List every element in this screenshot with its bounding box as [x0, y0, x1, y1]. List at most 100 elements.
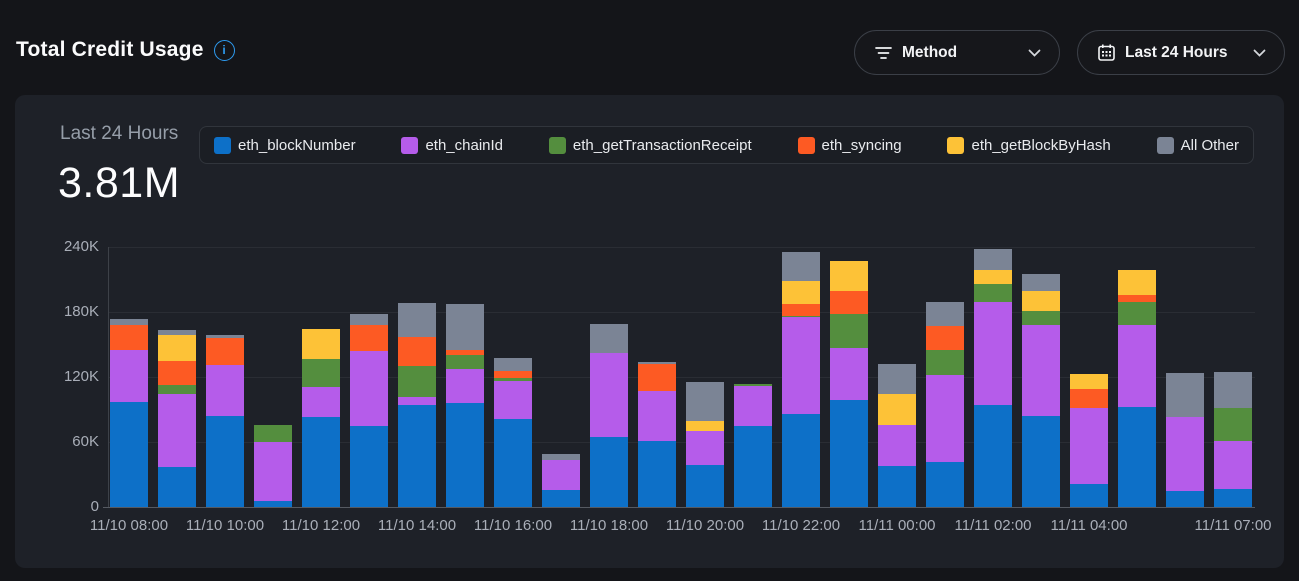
bar-segment-eth-blocknumber[interactable]: [1070, 484, 1108, 507]
bar-segment-all-other[interactable]: [782, 252, 820, 281]
bar-segment-all-other[interactable]: [158, 330, 196, 335]
bar-segment-eth-chainid[interactable]: [350, 351, 388, 426]
bar-segment-eth-blocknumber[interactable]: [398, 405, 436, 507]
bar-segment-eth-blocknumber[interactable]: [734, 425, 772, 507]
bar-segment-eth-blocknumber[interactable]: [158, 466, 196, 507]
bar-segment-all-other[interactable]: [398, 303, 436, 337]
bar-segment-all-other[interactable]: [350, 314, 388, 325]
bar-segment-all-other[interactable]: [1214, 371, 1252, 409]
bar-segment-all-other[interactable]: [542, 453, 580, 461]
bar-segment-eth-syncing[interactable]: [926, 326, 964, 350]
bar-segment-all-other[interactable]: [446, 304, 484, 350]
bar-segment-eth-chainid[interactable]: [830, 347, 868, 400]
bar-segment-eth-blocknumber[interactable]: [494, 419, 532, 507]
bar-segment-eth-getblockbyhash[interactable]: [158, 334, 196, 361]
chart-bar-4[interactable]: [302, 329, 340, 507]
bar-segment-eth-chainid[interactable]: [878, 424, 916, 466]
bar-segment-eth-blocknumber[interactable]: [1214, 488, 1252, 507]
bar-segment-eth-blocknumber[interactable]: [590, 436, 628, 507]
bar-segment-eth-chainid[interactable]: [158, 394, 196, 467]
chart-bar-7[interactable]: [446, 304, 484, 507]
bar-segment-eth-chainid[interactable]: [590, 353, 628, 437]
bar-segment-eth-getblockbyhash[interactable]: [1022, 291, 1060, 311]
bar-segment-all-other[interactable]: [206, 334, 244, 338]
bar-segment-eth-chainid[interactable]: [542, 460, 580, 490]
bar-segment-eth-chainid[interactable]: [734, 385, 772, 426]
bar-segment-eth-chainid[interactable]: [926, 374, 964, 462]
bar-segment-eth-gettransactionreceipt[interactable]: [158, 384, 196, 395]
bar-segment-eth-gettransactionreceipt[interactable]: [1214, 408, 1252, 441]
chart-bar-0[interactable]: [110, 318, 148, 507]
chart-bar-17[interactable]: [926, 302, 964, 507]
bar-segment-eth-blocknumber[interactable]: [542, 489, 580, 507]
bar-segment-eth-blocknumber[interactable]: [926, 461, 964, 507]
bar-segment-eth-getblockbyhash[interactable]: [1070, 373, 1108, 389]
bar-segment-eth-getblockbyhash[interactable]: [302, 329, 340, 359]
chart-bar-10[interactable]: [590, 323, 628, 507]
bar-segment-eth-gettransactionreceipt[interactable]: [734, 383, 772, 386]
bar-segment-all-other[interactable]: [1022, 274, 1060, 292]
bar-segment-all-other[interactable]: [590, 323, 628, 354]
bar-segment-eth-chainid[interactable]: [974, 302, 1012, 406]
bar-segment-eth-syncing[interactable]: [782, 304, 820, 317]
bar-segment-eth-getblockbyhash[interactable]: [686, 421, 724, 432]
bar-segment-eth-gettransactionreceipt[interactable]: [1022, 310, 1060, 325]
chart-bar-8[interactable]: [494, 357, 532, 507]
bar-segment-eth-chainid[interactable]: [1118, 325, 1156, 408]
bar-segment-eth-getblockbyhash[interactable]: [974, 269, 1012, 284]
legend-item-all-other[interactable]: All Other: [1156, 136, 1239, 154]
bar-segment-eth-blocknumber[interactable]: [446, 403, 484, 507]
bar-segment-eth-gettransactionreceipt[interactable]: [494, 378, 532, 382]
bar-segment-eth-chainid[interactable]: [638, 391, 676, 441]
bar-segment-eth-blocknumber[interactable]: [782, 413, 820, 507]
bar-segment-eth-getblockbyhash[interactable]: [830, 261, 868, 292]
chart-bar-13[interactable]: [734, 383, 772, 507]
bar-segment-eth-gettransactionreceipt[interactable]: [302, 358, 340, 387]
bar-segment-eth-blocknumber[interactable]: [830, 399, 868, 507]
time-range-dropdown[interactable]: Last 24 Hours: [1077, 30, 1285, 75]
bar-segment-all-other[interactable]: [494, 357, 532, 371]
bar-segment-all-other[interactable]: [110, 318, 148, 325]
bar-segment-eth-blocknumber[interactable]: [1166, 490, 1204, 507]
bar-segment-eth-chainid[interactable]: [302, 386, 340, 418]
bar-segment-eth-chainid[interactable]: [1070, 408, 1108, 485]
bar-segment-eth-chainid[interactable]: [494, 381, 532, 420]
bar-segment-eth-syncing[interactable]: [398, 336, 436, 367]
chart-bar-15[interactable]: [830, 261, 868, 507]
bar-segment-eth-gettransactionreceipt[interactable]: [926, 349, 964, 375]
chart-bar-9[interactable]: [542, 453, 580, 507]
bar-segment-eth-blocknumber[interactable]: [302, 417, 340, 507]
legend-item-eth-gettransactionreceipt[interactable]: eth_getTransactionReceipt: [548, 136, 752, 154]
bar-segment-eth-chainid[interactable]: [1166, 417, 1204, 491]
chart-bar-2[interactable]: [206, 334, 244, 507]
bar-segment-all-other[interactable]: [686, 382, 724, 422]
legend-item-eth-blocknumber[interactable]: eth_blockNumber: [214, 136, 356, 154]
bar-segment-eth-syncing[interactable]: [206, 338, 244, 366]
chart-bar-22[interactable]: [1166, 372, 1204, 507]
bar-segment-eth-syncing[interactable]: [1118, 294, 1156, 303]
bar-segment-eth-syncing[interactable]: [350, 325, 388, 351]
bar-segment-eth-chainid[interactable]: [398, 396, 436, 406]
bar-segment-all-other[interactable]: [926, 302, 964, 327]
bar-segment-eth-syncing[interactable]: [494, 370, 532, 379]
legend-item-eth-getblockbyhash[interactable]: eth_getBlockByHash: [947, 136, 1111, 154]
bar-segment-eth-getblockbyhash[interactable]: [1118, 269, 1156, 295]
chart-bar-14[interactable]: [782, 252, 820, 507]
method-dropdown[interactable]: Method: [854, 30, 1060, 75]
chart-bar-12[interactable]: [686, 382, 724, 507]
bar-segment-eth-chainid[interactable]: [1214, 440, 1252, 489]
bar-segment-all-other[interactable]: [974, 249, 1012, 270]
bar-segment-eth-syncing[interactable]: [830, 291, 868, 315]
bar-segment-eth-blocknumber[interactable]: [686, 464, 724, 507]
bar-segment-eth-gettransactionreceipt[interactable]: [398, 366, 436, 397]
bar-segment-eth-gettransactionreceipt[interactable]: [782, 316, 820, 318]
legend-item-eth-chainid[interactable]: eth_chainId: [401, 136, 503, 154]
chart-bar-3[interactable]: [254, 424, 292, 507]
chart-bar-23[interactable]: [1214, 371, 1252, 507]
chart-bar-19[interactable]: [1022, 274, 1060, 507]
chart-bar-21[interactable]: [1118, 269, 1156, 507]
bar-segment-eth-chainid[interactable]: [1022, 325, 1060, 416]
bar-segment-eth-blocknumber[interactable]: [878, 465, 916, 507]
bar-segment-eth-gettransactionreceipt[interactable]: [254, 424, 292, 442]
info-icon[interactable]: i: [213, 39, 235, 61]
